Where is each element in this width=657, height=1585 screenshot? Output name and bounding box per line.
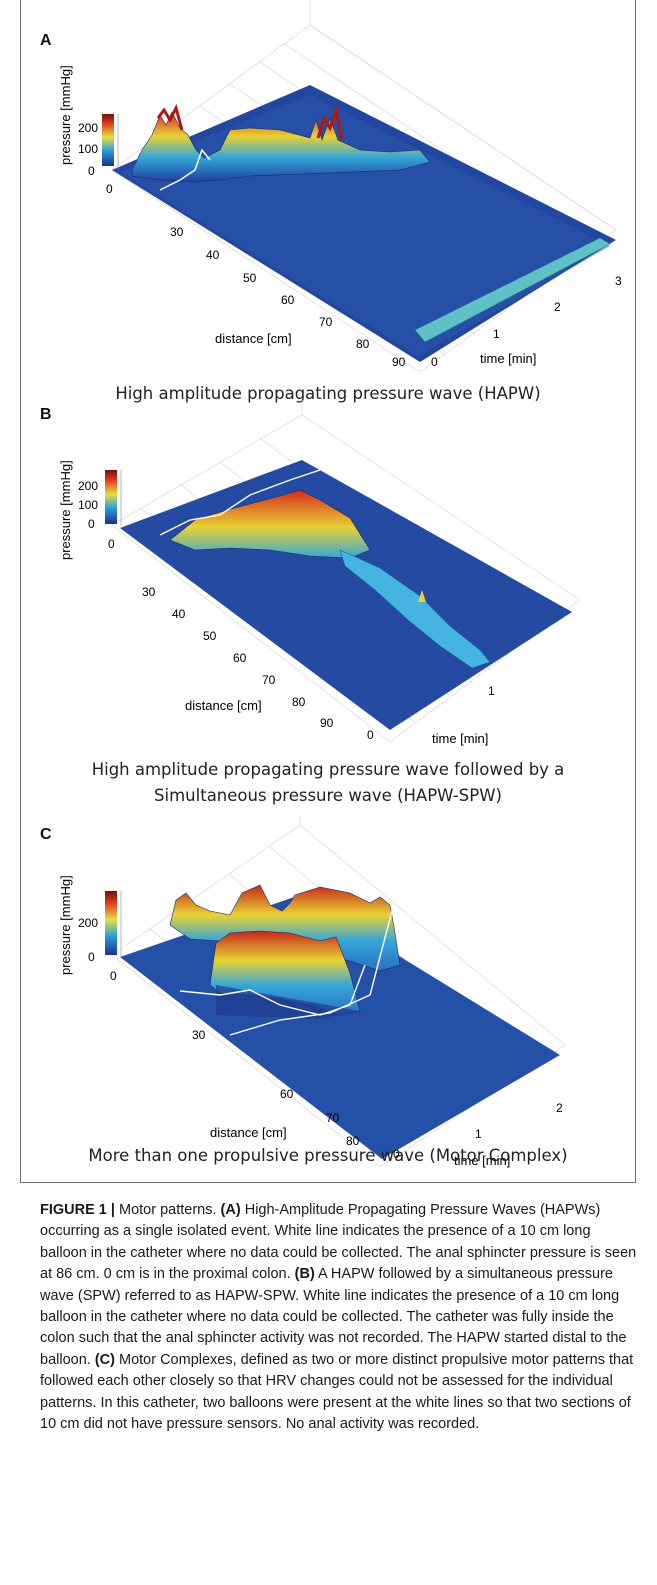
panel-c-plot: pressure [mmHg] 200 0 0 30 60 70 80 dist… <box>58 815 566 1168</box>
panel-c-colorbar <box>105 891 117 955</box>
panel-c-xtick-60: 60 <box>280 1087 294 1101</box>
panel-c-ytick-2: 2 <box>556 1101 563 1115</box>
panel-a-peak <box>156 103 184 131</box>
panel-a-xtick-30: 30 <box>170 225 184 239</box>
panel-a-xtick-50: 50 <box>243 271 257 285</box>
panel-c-ytick-1: 1 <box>475 1127 482 1141</box>
panel-a-xtick-70: 70 <box>319 315 333 329</box>
panel-a-ztick-200: 200 <box>78 121 98 135</box>
figure-frame <box>20 0 636 1183</box>
panel-b-xtick-60: 60 <box>233 651 247 665</box>
panel-b-ylabel: time [min] <box>432 731 488 746</box>
panel-b-ytick-0: 0 <box>367 728 374 742</box>
panel-b-xtick-0: 0 <box>108 537 115 551</box>
panel-c-caption: More than one propulsive pressure wave (… <box>88 1146 568 1165</box>
panel-b-small-peak <box>418 590 426 602</box>
panel-b-xtick-50: 50 <box>203 629 217 643</box>
panel-a-xtick-80: 80 <box>356 337 370 351</box>
figure-caption-b-text: A HAPW followed by a simultaneous pressu… <box>40 1266 627 1368</box>
panel-b-balloon-line <box>159 469 321 536</box>
panel-c-xtick-30: 30 <box>192 1028 206 1042</box>
panel-b-xlabel: distance [cm] <box>185 698 262 713</box>
figure-caption-label: FIGURE 1 | <box>40 1202 115 1218</box>
panel-a-ytick-0: 0 <box>431 355 438 369</box>
panel-letter-c: C <box>40 826 52 843</box>
panel-c-balloon-line-1 <box>179 964 366 1016</box>
panel-c-ylabel: time [min] <box>454 1153 510 1168</box>
panel-b-colorbar <box>105 470 117 524</box>
panel-a-colorbar <box>102 114 114 166</box>
panel-b-ztick-200: 200 <box>78 479 98 493</box>
panel-a-plot: pressure [mmHg] 200 100 0 0 30 40 50 60 … <box>58 0 622 372</box>
panel-c-ztick-200: 200 <box>78 916 98 930</box>
figure-caption-c-label: (C) <box>94 1351 115 1368</box>
panel-a-xtick-40: 40 <box>206 248 220 262</box>
panel-a-ytick-1: 1 <box>493 327 500 341</box>
panel-b-ztick-0: 0 <box>88 517 95 531</box>
figure-caption-a-label: (A) <box>220 1202 241 1218</box>
panel-b-caption-line-2: Simultaneous pressure wave (HAPW-SPW) <box>154 786 502 805</box>
panel-a-ztick-0: 0 <box>88 164 95 178</box>
panel-c-zlabel: pressure [mmHg] <box>58 875 73 975</box>
panel-b-caption-line-1: High amplitude propagating pressure wave… <box>91 760 565 779</box>
panel-a-ylabel: time [min] <box>480 351 536 366</box>
panel-a-xtick-0: 0 <box>106 182 113 196</box>
panel-c-front-shadow <box>216 985 360 1019</box>
panel-a-xtick-90: 90 <box>392 355 406 369</box>
panel-c-xtick-80: 80 <box>346 1134 360 1148</box>
panel-b-xtick-70: 70 <box>262 673 276 687</box>
panel-a-ytick-3: 3 <box>615 274 622 288</box>
panel-a-xlabel: distance [cm] <box>215 331 292 346</box>
panel-a-caption: High amplitude propagating pressure wave… <box>115 384 541 403</box>
panel-a-ytick-2: 2 <box>554 300 561 314</box>
panel-c-xlabel: distance [cm] <box>210 1125 287 1140</box>
panel-b-ytick-1: 1 <box>488 684 495 698</box>
panel-b-spw-ridge <box>339 549 491 669</box>
panel-b-xtick-80: 80 <box>292 695 306 709</box>
panel-b-hapw-ridge <box>169 489 371 559</box>
figure-caption-c-text: Motor Complexes, defined as two or more … <box>40 1351 634 1433</box>
panel-b-plot: pressure [mmHg] 200 100 0 0 30 40 50 60 … <box>58 400 581 746</box>
panel-b-xtick-90: 90 <box>320 716 334 730</box>
panel-a-peak-2 <box>316 104 344 141</box>
panel-a-zlabel: pressure [mmHg] <box>58 65 73 165</box>
panel-c-xtick-70: 70 <box>326 1111 340 1125</box>
panel-letter-a: A <box>40 32 52 49</box>
panel-a-ztick-100: 100 <box>78 142 98 156</box>
figure-caption: FIGURE 1 | Motor patterns. (A) High-Ampl… <box>40 1200 640 1435</box>
panel-b-floor <box>120 460 572 730</box>
panel-c-ytick-0: 0 <box>393 1147 400 1161</box>
panel-a-floor-shade <box>120 95 610 356</box>
panel-a-xtick-60: 60 <box>281 293 295 307</box>
figure-caption-b-label: (B) <box>294 1266 315 1283</box>
panel-a-sphincter-band <box>414 237 611 343</box>
panel-b-xtick-30: 30 <box>142 585 156 599</box>
panel-b-xtick-40: 40 <box>172 607 186 621</box>
panel-c-ztick-0: 0 <box>88 950 95 964</box>
figure-caption-intro: Motor patterns. <box>114 1202 221 1218</box>
panel-a-balloon-line <box>159 148 211 191</box>
panel-c-balloon-line-2 <box>229 910 393 1036</box>
panel-b-ztick-100: 100 <box>78 498 98 512</box>
panel-c-xtick-0: 0 <box>110 969 117 983</box>
panel-b-zlabel: pressure [mmHg] <box>58 460 73 560</box>
panel-letter-b: B <box>40 406 52 423</box>
figure-caption-a-text: High-Amplitude Propagating Pressure Wave… <box>40 1202 637 1283</box>
